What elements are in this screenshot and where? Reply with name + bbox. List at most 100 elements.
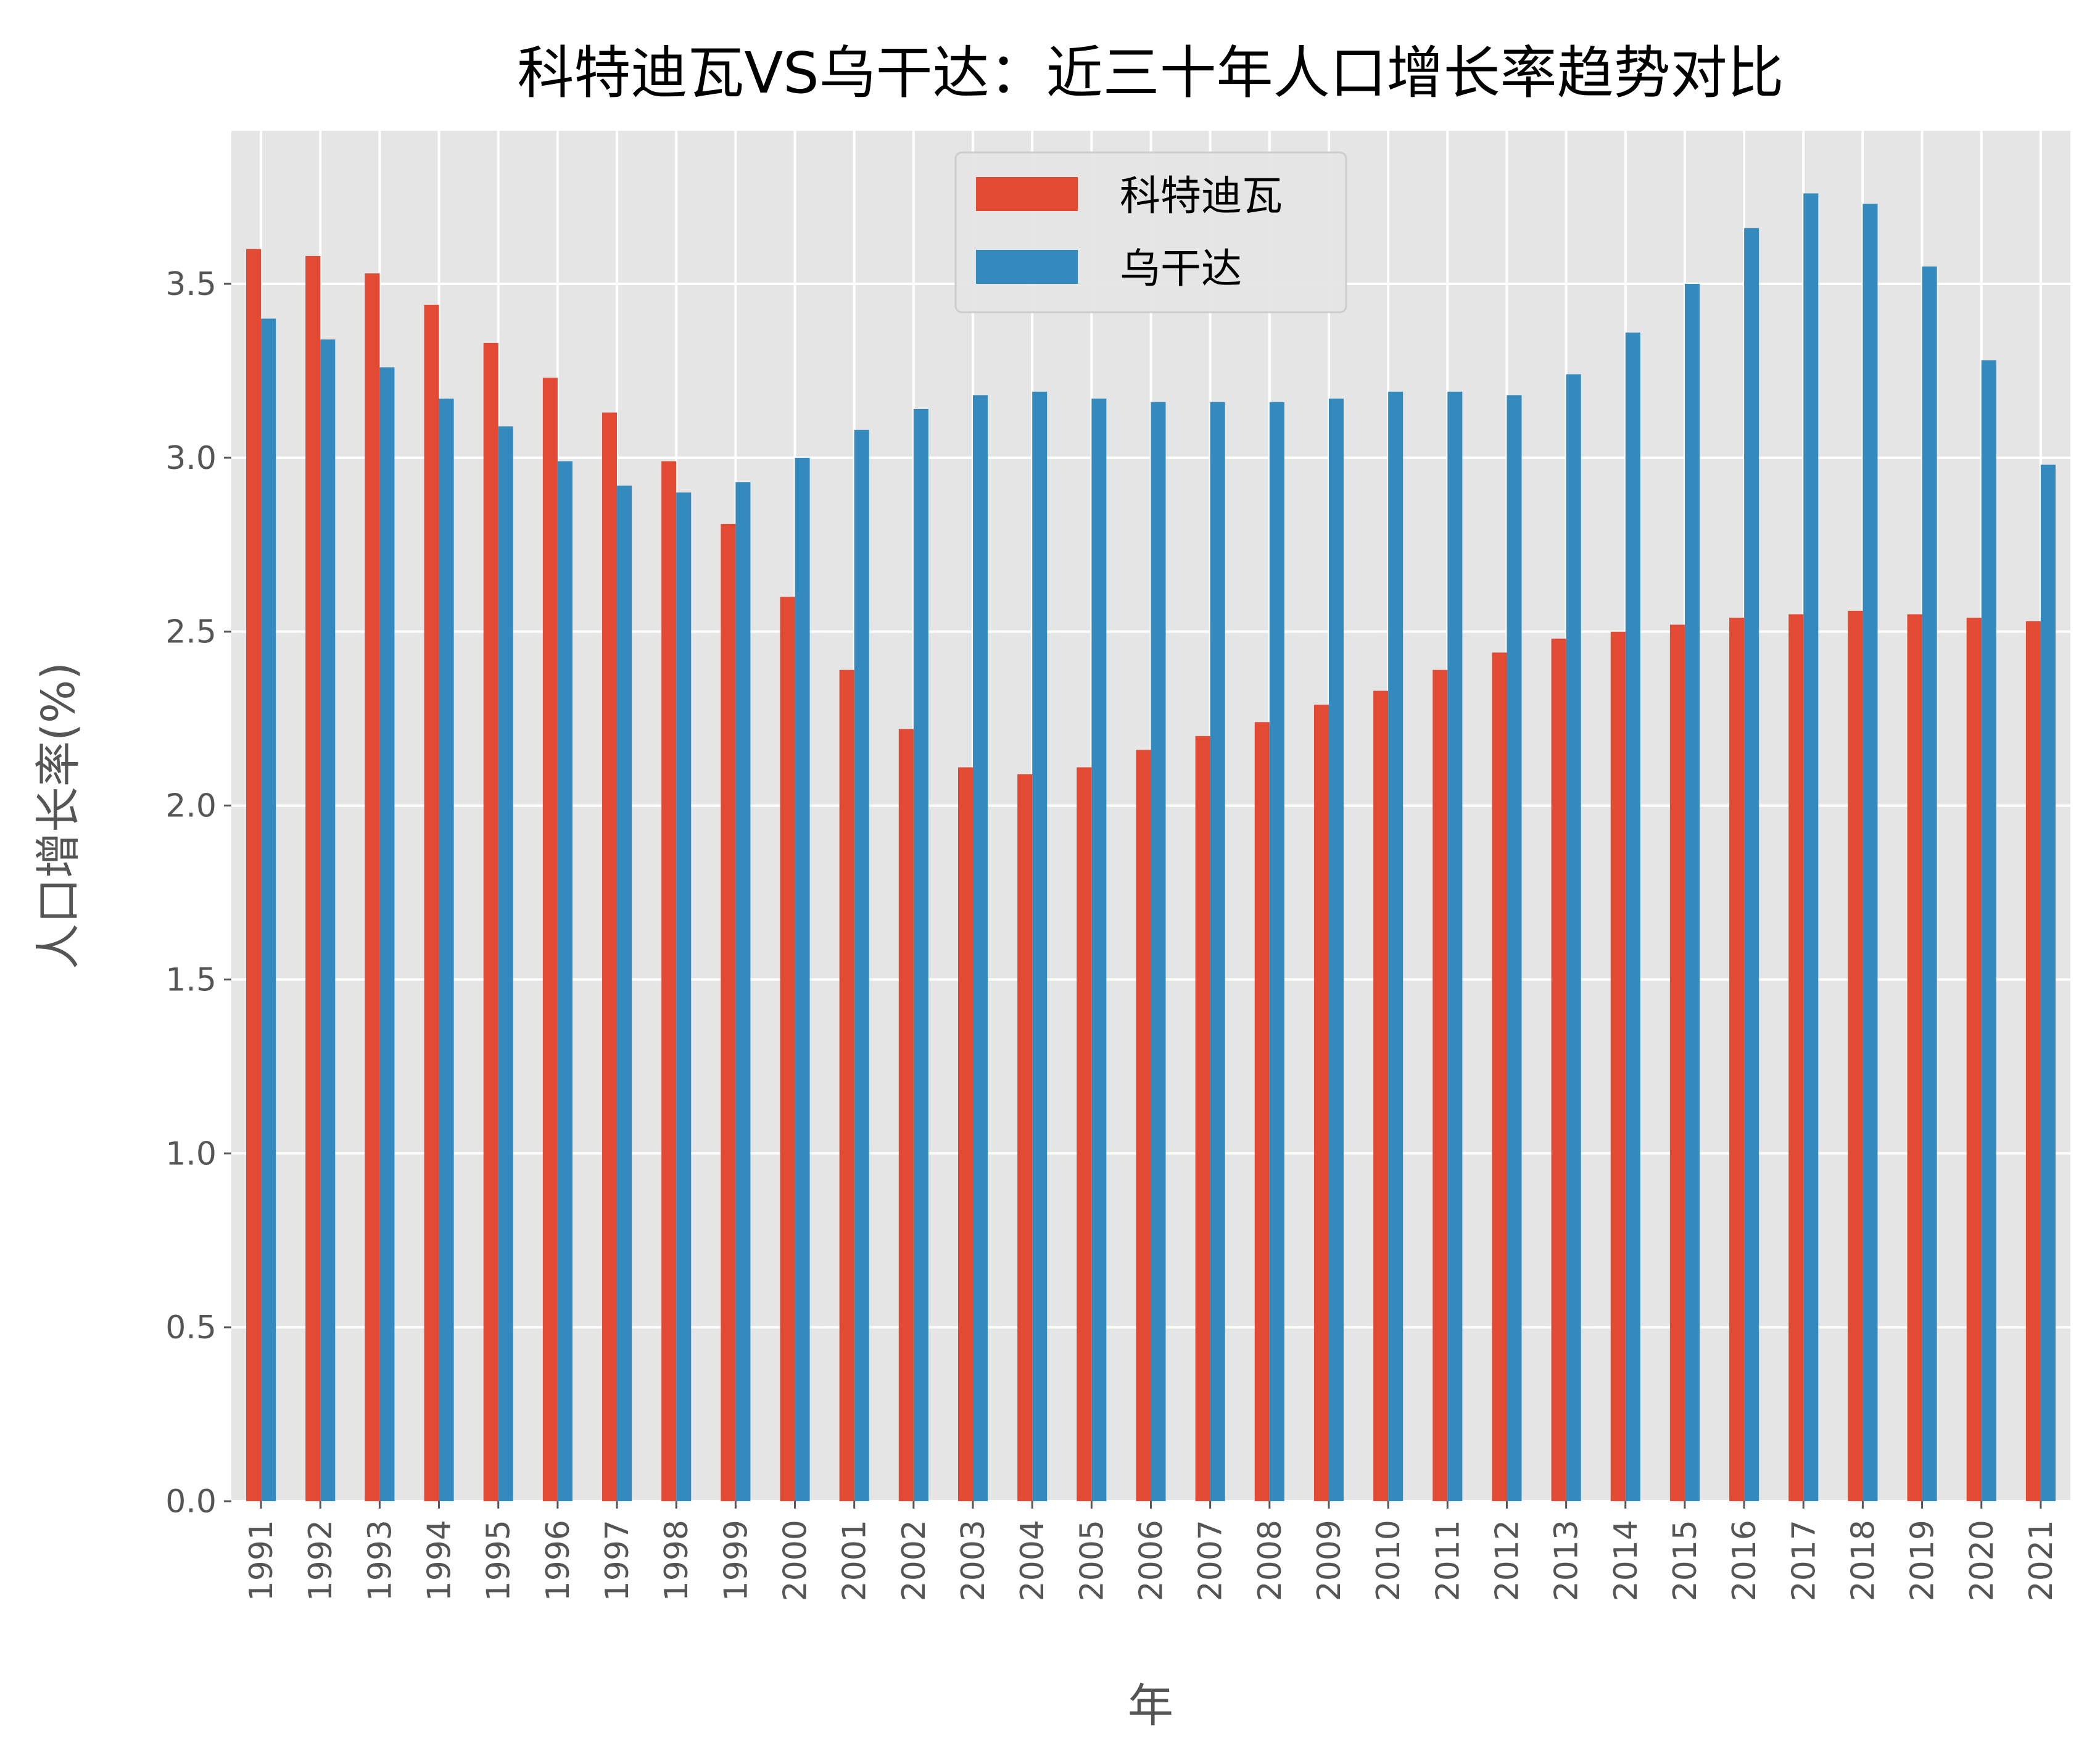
bar-series-1-2009 <box>1328 399 1344 1502</box>
y-tick-label: 3.0 <box>165 440 217 477</box>
legend-label-0: 科特迪瓦 <box>1120 172 1283 220</box>
bar-series-0-2019 <box>1907 614 1922 1501</box>
x-tick-label: 2005 <box>1073 1520 1110 1601</box>
bar-series-0-2012 <box>1492 652 1507 1501</box>
x-tick-label: 2009 <box>1311 1520 1348 1601</box>
chart-title: 科特迪瓦VS乌干达：近三十年人口增长率趋势对比 <box>517 40 1784 106</box>
bar-series-1-1998 <box>676 492 692 1501</box>
bar-series-0-2000 <box>780 597 795 1501</box>
bar-series-1-1995 <box>498 426 513 1502</box>
bar-series-1-2014 <box>1625 332 1640 1501</box>
x-tick-label: 1995 <box>481 1520 518 1601</box>
x-tick-label: 2000 <box>777 1520 814 1601</box>
bar-series-1-1991 <box>261 318 276 1501</box>
x-tick-label: 2002 <box>896 1520 933 1601</box>
x-tick-label: 2017 <box>1785 1520 1822 1601</box>
bar-series-1-2015 <box>1684 284 1700 1501</box>
x-tick-label: 2015 <box>1667 1520 1704 1601</box>
x-tick-label: 2003 <box>955 1520 992 1601</box>
x-tick-label: 2019 <box>1904 1520 1941 1601</box>
x-tick-label: 2013 <box>1548 1520 1585 1601</box>
bar-series-1-2006 <box>1151 402 1166 1501</box>
bar-series-0-2009 <box>1313 705 1329 1501</box>
bar-series-1-1994 <box>439 399 454 1502</box>
bar-series-0-2014 <box>1610 631 1626 1501</box>
bar-series-0-1991 <box>246 249 262 1501</box>
x-tick-label: 2008 <box>1252 1520 1289 1601</box>
bar-series-1-2010 <box>1388 391 1403 1501</box>
bar-series-0-2015 <box>1669 624 1685 1501</box>
x-tick-label: 2014 <box>1608 1520 1645 1601</box>
y-tick-label: 0.0 <box>165 1483 217 1520</box>
y-tick-label: 3.5 <box>165 266 217 303</box>
legend: 科特迪瓦 乌干达 <box>954 151 1347 313</box>
y-tick-label: 2.0 <box>165 788 217 825</box>
y-tick-label: 0.5 <box>165 1309 217 1346</box>
bar-series-1-1997 <box>617 485 632 1501</box>
bar-series-0-2017 <box>1788 614 1804 1501</box>
x-tick-label: 1993 <box>362 1520 399 1601</box>
bar-series-0-2007 <box>1195 735 1210 1501</box>
bar-series-0-2006 <box>1136 750 1151 1501</box>
bar-series-0-2010 <box>1373 690 1389 1501</box>
bar-series-1-2008 <box>1269 402 1284 1501</box>
bar-series-1-2005 <box>1091 399 1107 1502</box>
y-axis-label: 人口增长率(%) <box>32 662 85 969</box>
bar-series-0-1999 <box>721 523 736 1501</box>
y-tick-label: 1.5 <box>165 961 217 998</box>
x-tick-label: 2001 <box>837 1520 874 1601</box>
bar-series-1-2021 <box>2040 465 2056 1501</box>
bar-series-0-2013 <box>1551 639 1566 1501</box>
bar-series-1-2019 <box>1922 266 1937 1501</box>
x-tick-label: 2004 <box>1014 1520 1051 1601</box>
bar-series-0-1995 <box>483 342 498 1502</box>
x-tick-label: 2010 <box>1370 1520 1407 1601</box>
bar-series-1-1992 <box>320 339 336 1501</box>
bar-series-1-2011 <box>1447 391 1463 1501</box>
bar-series-0-1998 <box>661 461 677 1502</box>
x-tick-label: 2021 <box>2023 1520 2060 1601</box>
x-tick-label: 2006 <box>1133 1520 1170 1601</box>
bar-series-0-2021 <box>2025 621 2041 1501</box>
legend-swatch-1 <box>976 250 1078 284</box>
bar-series-1-2017 <box>1803 193 1819 1501</box>
x-tick-label: 2018 <box>1845 1520 1882 1601</box>
bar-series-0-2005 <box>1077 767 1092 1501</box>
bar-series-0-2003 <box>957 767 974 1501</box>
bar-series-0-2018 <box>1848 610 1863 1501</box>
bar-series-1-2007 <box>1210 402 1225 1501</box>
y-tick-label: 1.0 <box>165 1135 217 1172</box>
x-tick-label: 1997 <box>599 1520 636 1601</box>
x-axis-ticks: 1991 1992 1993 1994 1995 1996 1997 1998 1999 2000… <box>243 1501 2060 1601</box>
x-tick-label: 2007 <box>1193 1520 1230 1601</box>
bar-series-0-2011 <box>1432 669 1448 1501</box>
x-tick-label: 1996 <box>540 1520 577 1601</box>
bar-series-1-2012 <box>1507 395 1522 1501</box>
x-tick-label: 2012 <box>1489 1520 1526 1601</box>
bar-series-1-2003 <box>973 395 988 1501</box>
bar-series-1-2000 <box>795 457 810 1501</box>
x-tick-label: 2020 <box>1964 1520 2001 1601</box>
bar-series-0-2016 <box>1729 618 1745 1502</box>
legend-swatch-0 <box>976 177 1078 211</box>
x-tick-label: 1999 <box>717 1520 754 1601</box>
bar-series-1-1999 <box>735 482 751 1501</box>
x-axis-label: 年 <box>1128 1680 1173 1733</box>
bar-series-1-1993 <box>379 367 395 1501</box>
bar-series-1-2013 <box>1566 374 1581 1501</box>
x-tick-label: 2011 <box>1429 1520 1466 1601</box>
bar-series-0-2001 <box>839 669 854 1501</box>
y-axis-ticks: 0.0 0.5 1.0 1.5 2.0 2.5 3.0 3.5 <box>165 266 231 1520</box>
x-tick-label: 1991 <box>243 1520 280 1601</box>
bar-series-1-2001 <box>854 429 869 1501</box>
bar-series-0-1993 <box>365 273 380 1502</box>
x-tick-label: 1992 <box>302 1520 339 1601</box>
bar-series-0-2008 <box>1254 722 1270 1501</box>
bar-series-1-2018 <box>1862 204 1878 1501</box>
bar-series-1-2020 <box>1981 360 1996 1502</box>
bar-series-0-1992 <box>305 255 321 1501</box>
y-tick-label: 2.5 <box>165 614 217 651</box>
legend-label-1: 乌干达 <box>1120 245 1242 292</box>
bar-series-0-1997 <box>602 412 618 1501</box>
